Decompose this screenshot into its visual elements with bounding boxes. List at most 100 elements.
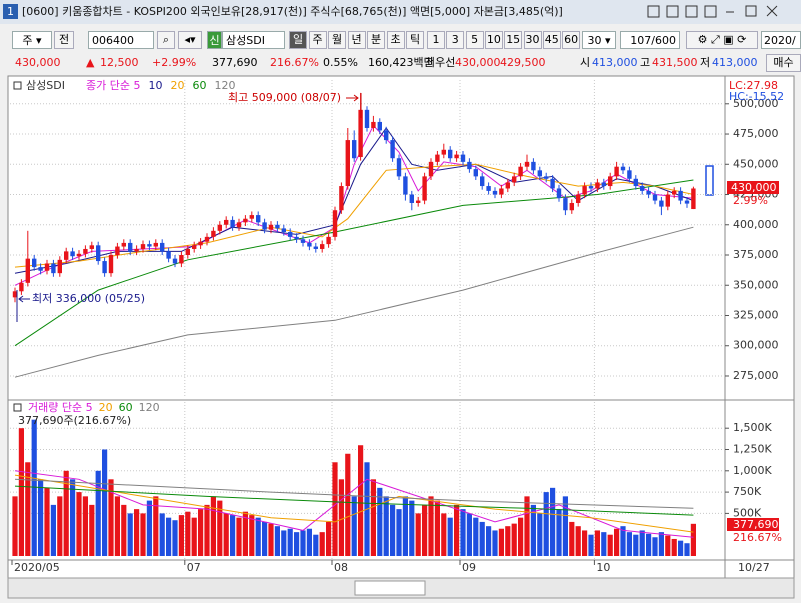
code-input[interactable]: 006400 — [88, 31, 154, 49]
volume-bar — [159, 513, 165, 556]
volume-bar — [274, 526, 280, 556]
period-btn[interactable]: 틱 — [406, 31, 424, 49]
candle-body — [480, 176, 485, 187]
badge: 신 — [207, 31, 222, 49]
volume-bar — [486, 526, 492, 556]
tool-buttons[interactable]: ⚙ ⤢ ▣ ⟳ — [686, 31, 758, 49]
volume-bar — [191, 517, 197, 556]
btn[interactable] — [704, 5, 717, 18]
period-btn[interactable]: 30 — [523, 31, 542, 49]
period-btn[interactable]: 45 — [542, 31, 561, 49]
candle-body — [390, 140, 395, 159]
candle-body — [627, 170, 632, 179]
btn[interactable] — [685, 5, 698, 18]
sound[interactable]: ◂▾ — [178, 31, 202, 49]
date: 2020/ — [764, 34, 796, 47]
candle-body — [230, 219, 235, 228]
legend-entry: 120 — [139, 401, 160, 414]
prev-btn[interactable]: 전 — [54, 31, 74, 49]
prev: 전 — [58, 33, 70, 46]
candle-body — [601, 182, 606, 187]
volume-bar — [415, 513, 421, 556]
period-btn[interactable]: 60 — [562, 31, 581, 49]
volume-bar — [242, 511, 248, 556]
candle-body — [25, 258, 30, 283]
candle-body — [326, 236, 331, 245]
volume-bar — [370, 479, 376, 556]
volume-bar — [684, 543, 690, 556]
btn[interactable] — [647, 5, 660, 18]
candle-body — [640, 186, 645, 191]
period-btn[interactable]: 5 — [465, 31, 484, 49]
volume-bar — [441, 513, 447, 556]
scroll-thumb[interactable] — [354, 580, 426, 596]
y-tick-label: 350,000 — [733, 278, 779, 291]
btn[interactable] — [666, 5, 679, 18]
volume-bar — [569, 521, 575, 556]
candle-body — [153, 242, 158, 247]
candle-body — [211, 230, 216, 237]
volume-bar — [76, 492, 82, 556]
close[interactable] — [766, 5, 778, 17]
candle-body — [563, 198, 568, 211]
count-box[interactable]: 107/600 — [620, 31, 680, 49]
maximize[interactable] — [745, 5, 757, 17]
volume-bar — [25, 462, 31, 556]
last-price: 430,000 — [731, 181, 777, 194]
candle-body — [544, 176, 549, 179]
date-box[interactable]: 2020/ — [761, 31, 801, 49]
candle-body — [313, 246, 318, 249]
volume-bar — [575, 526, 581, 556]
window-title: [0600] 키움종합차트 - KOSPI200 외국인보유[28,917(천)… — [22, 4, 563, 18]
period-btn[interactable]: 10 — [484, 31, 503, 49]
arrow: ▲ — [86, 56, 95, 69]
candle-body — [659, 200, 664, 207]
candle-body — [358, 109, 363, 158]
candle-body — [51, 263, 56, 274]
y-tick-label: 275,000 — [733, 369, 779, 382]
candle-body — [384, 130, 389, 141]
search[interactable]: ⌕ — [157, 31, 175, 49]
candle-body — [473, 169, 478, 177]
volume-bar — [390, 504, 396, 556]
candle-body — [166, 251, 171, 259]
candle-body — [281, 228, 286, 233]
candle-body — [518, 166, 523, 177]
period-btn[interactable]: 일 — [289, 31, 307, 49]
volume-bar — [153, 496, 159, 556]
candle-body — [262, 222, 267, 230]
low-label: 저 — [700, 56, 711, 69]
unit-select[interactable]: 주 ▾ — [12, 31, 52, 49]
period-btn[interactable]: 주 — [308, 31, 327, 49]
period-btn[interactable]: 초 — [386, 31, 405, 49]
volume-bar — [127, 513, 133, 556]
candle-body — [70, 251, 75, 257]
volume-bar — [319, 532, 325, 556]
candle-body — [32, 258, 37, 268]
candle-body — [550, 178, 555, 189]
period-btn[interactable]: 월 — [328, 31, 346, 49]
buy-btn[interactable]: 매수 — [766, 54, 801, 72]
volume-bar — [82, 496, 88, 556]
ma-line — [14, 226, 694, 378]
last-price-box — [727, 181, 779, 194]
volume-bar — [607, 534, 613, 556]
candle-body — [300, 239, 306, 243]
period-btn[interactable]: 년 — [347, 31, 366, 49]
candle-body — [652, 194, 658, 201]
code: 006400 — [92, 34, 134, 47]
candle-body — [160, 242, 165, 252]
period-btn[interactable]: 1 — [427, 31, 445, 49]
period-btn[interactable]: 15 — [504, 31, 523, 49]
volume-bar — [633, 534, 639, 556]
volume-bar — [614, 528, 620, 556]
interval-select[interactable]: 30 ▾ — [582, 31, 616, 49]
period-btn[interactable]: 분 — [367, 31, 385, 49]
volume-bar — [95, 470, 101, 556]
volume-bar — [690, 523, 696, 556]
window-number: 1 — [7, 5, 14, 18]
period-btn[interactable]: 3 — [446, 31, 465, 49]
volume-bar — [543, 492, 549, 556]
candle-body — [486, 186, 491, 191]
